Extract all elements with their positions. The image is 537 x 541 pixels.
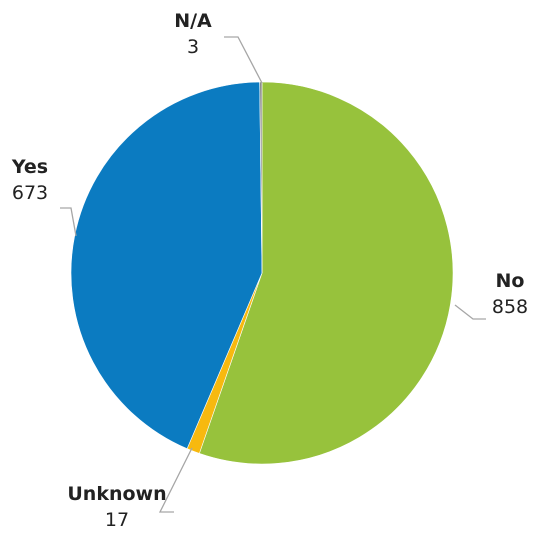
leader-lines <box>60 36 486 513</box>
pie-slices <box>70 81 454 465</box>
label-yes: Yes <box>11 156 48 178</box>
value-yes: 673 <box>12 182 48 204</box>
slice-no <box>198 81 454 465</box>
label-n-a: N/A <box>174 10 212 32</box>
value-unknown: 17 <box>105 509 129 531</box>
label-unknown: Unknown <box>67 483 166 505</box>
label-no: No <box>496 270 525 292</box>
slice-yes <box>70 81 263 450</box>
leader-line-unknown <box>158 447 193 513</box>
value-n-a: 3 <box>187 36 199 58</box>
leader-line-no <box>454 304 486 320</box>
value-no: 858 <box>492 296 528 318</box>
data-labels: No 858 Unknown 17 Yes 673 N/A 3 <box>11 10 528 531</box>
leader-line-n-a <box>224 36 263 84</box>
leader-line-yes <box>60 207 77 237</box>
